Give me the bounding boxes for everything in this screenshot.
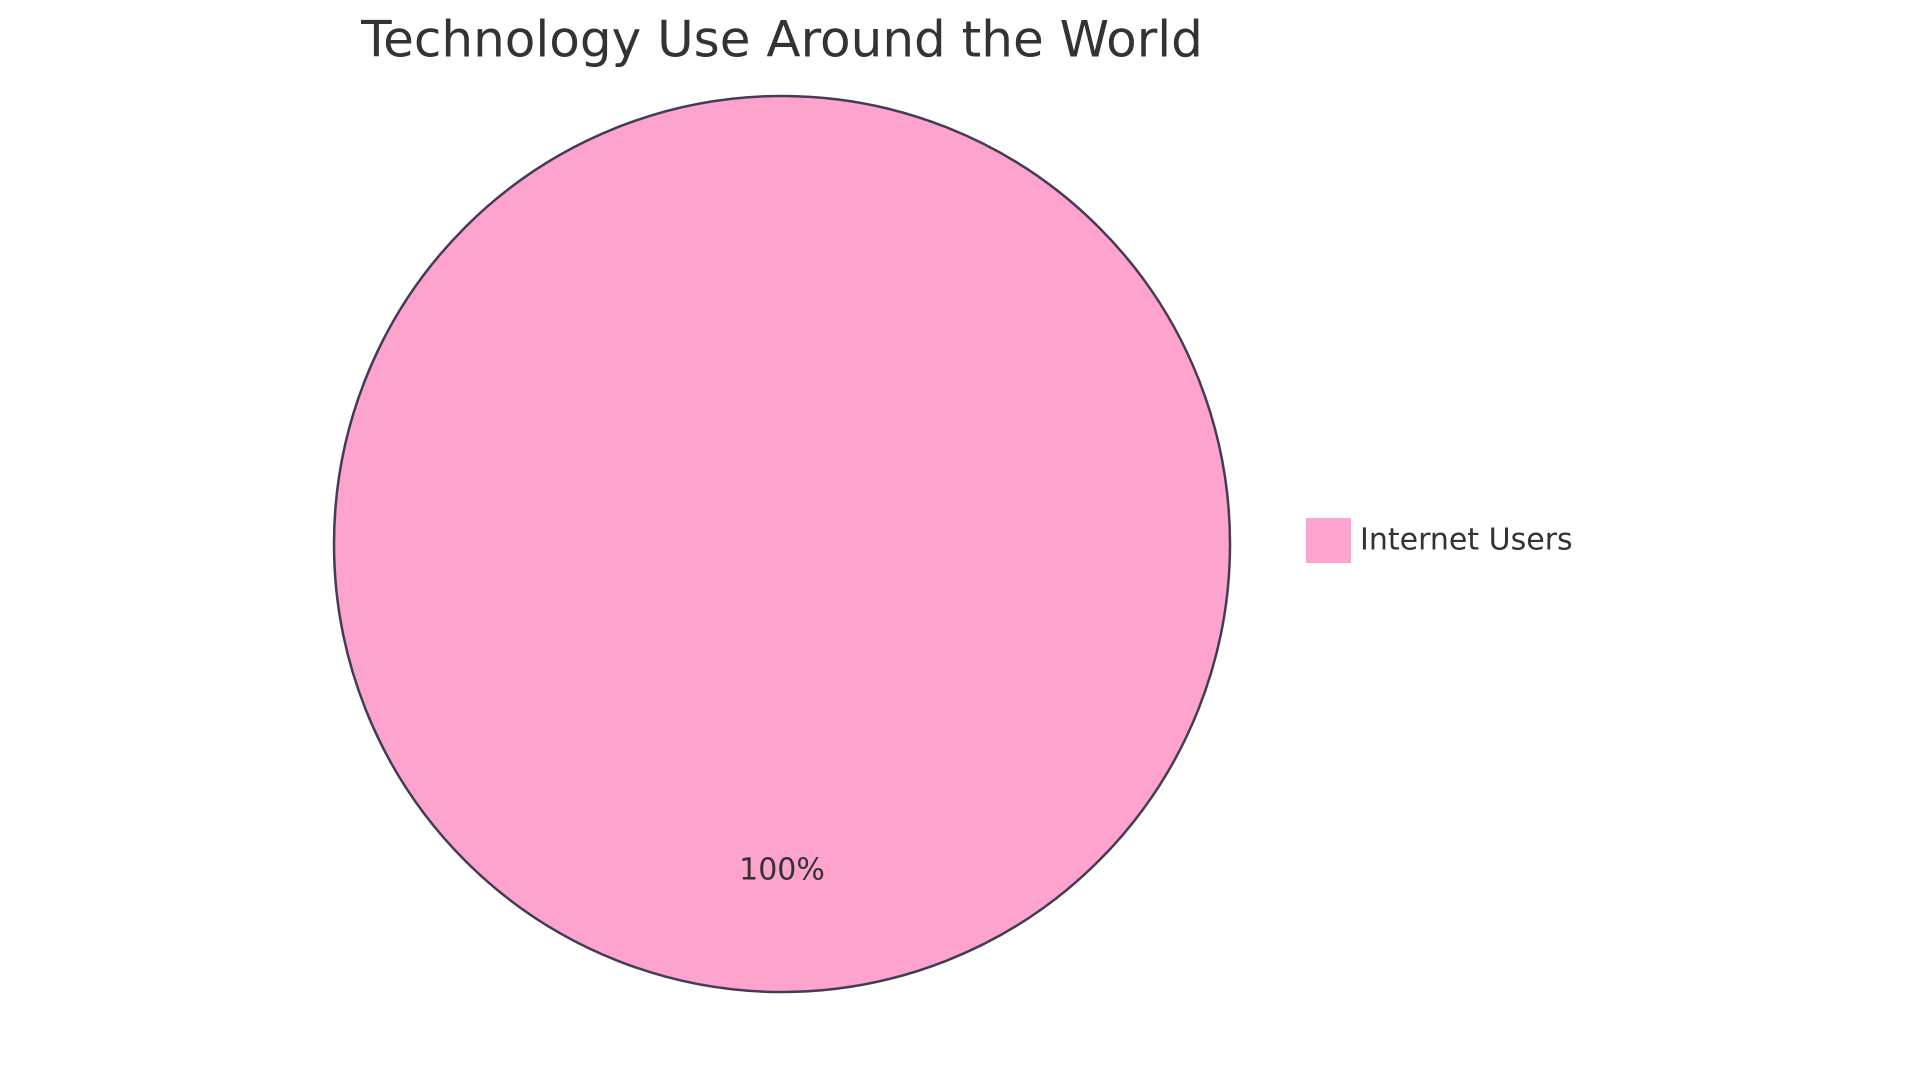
legend-label: Internet Users [1360, 523, 1573, 558]
slice-label: 100% [739, 853, 825, 888]
chart-title: Technology Use Around the World [360, 11, 1203, 69]
legend-swatch [1306, 518, 1351, 563]
pie-slice [332, 94, 1232, 994]
